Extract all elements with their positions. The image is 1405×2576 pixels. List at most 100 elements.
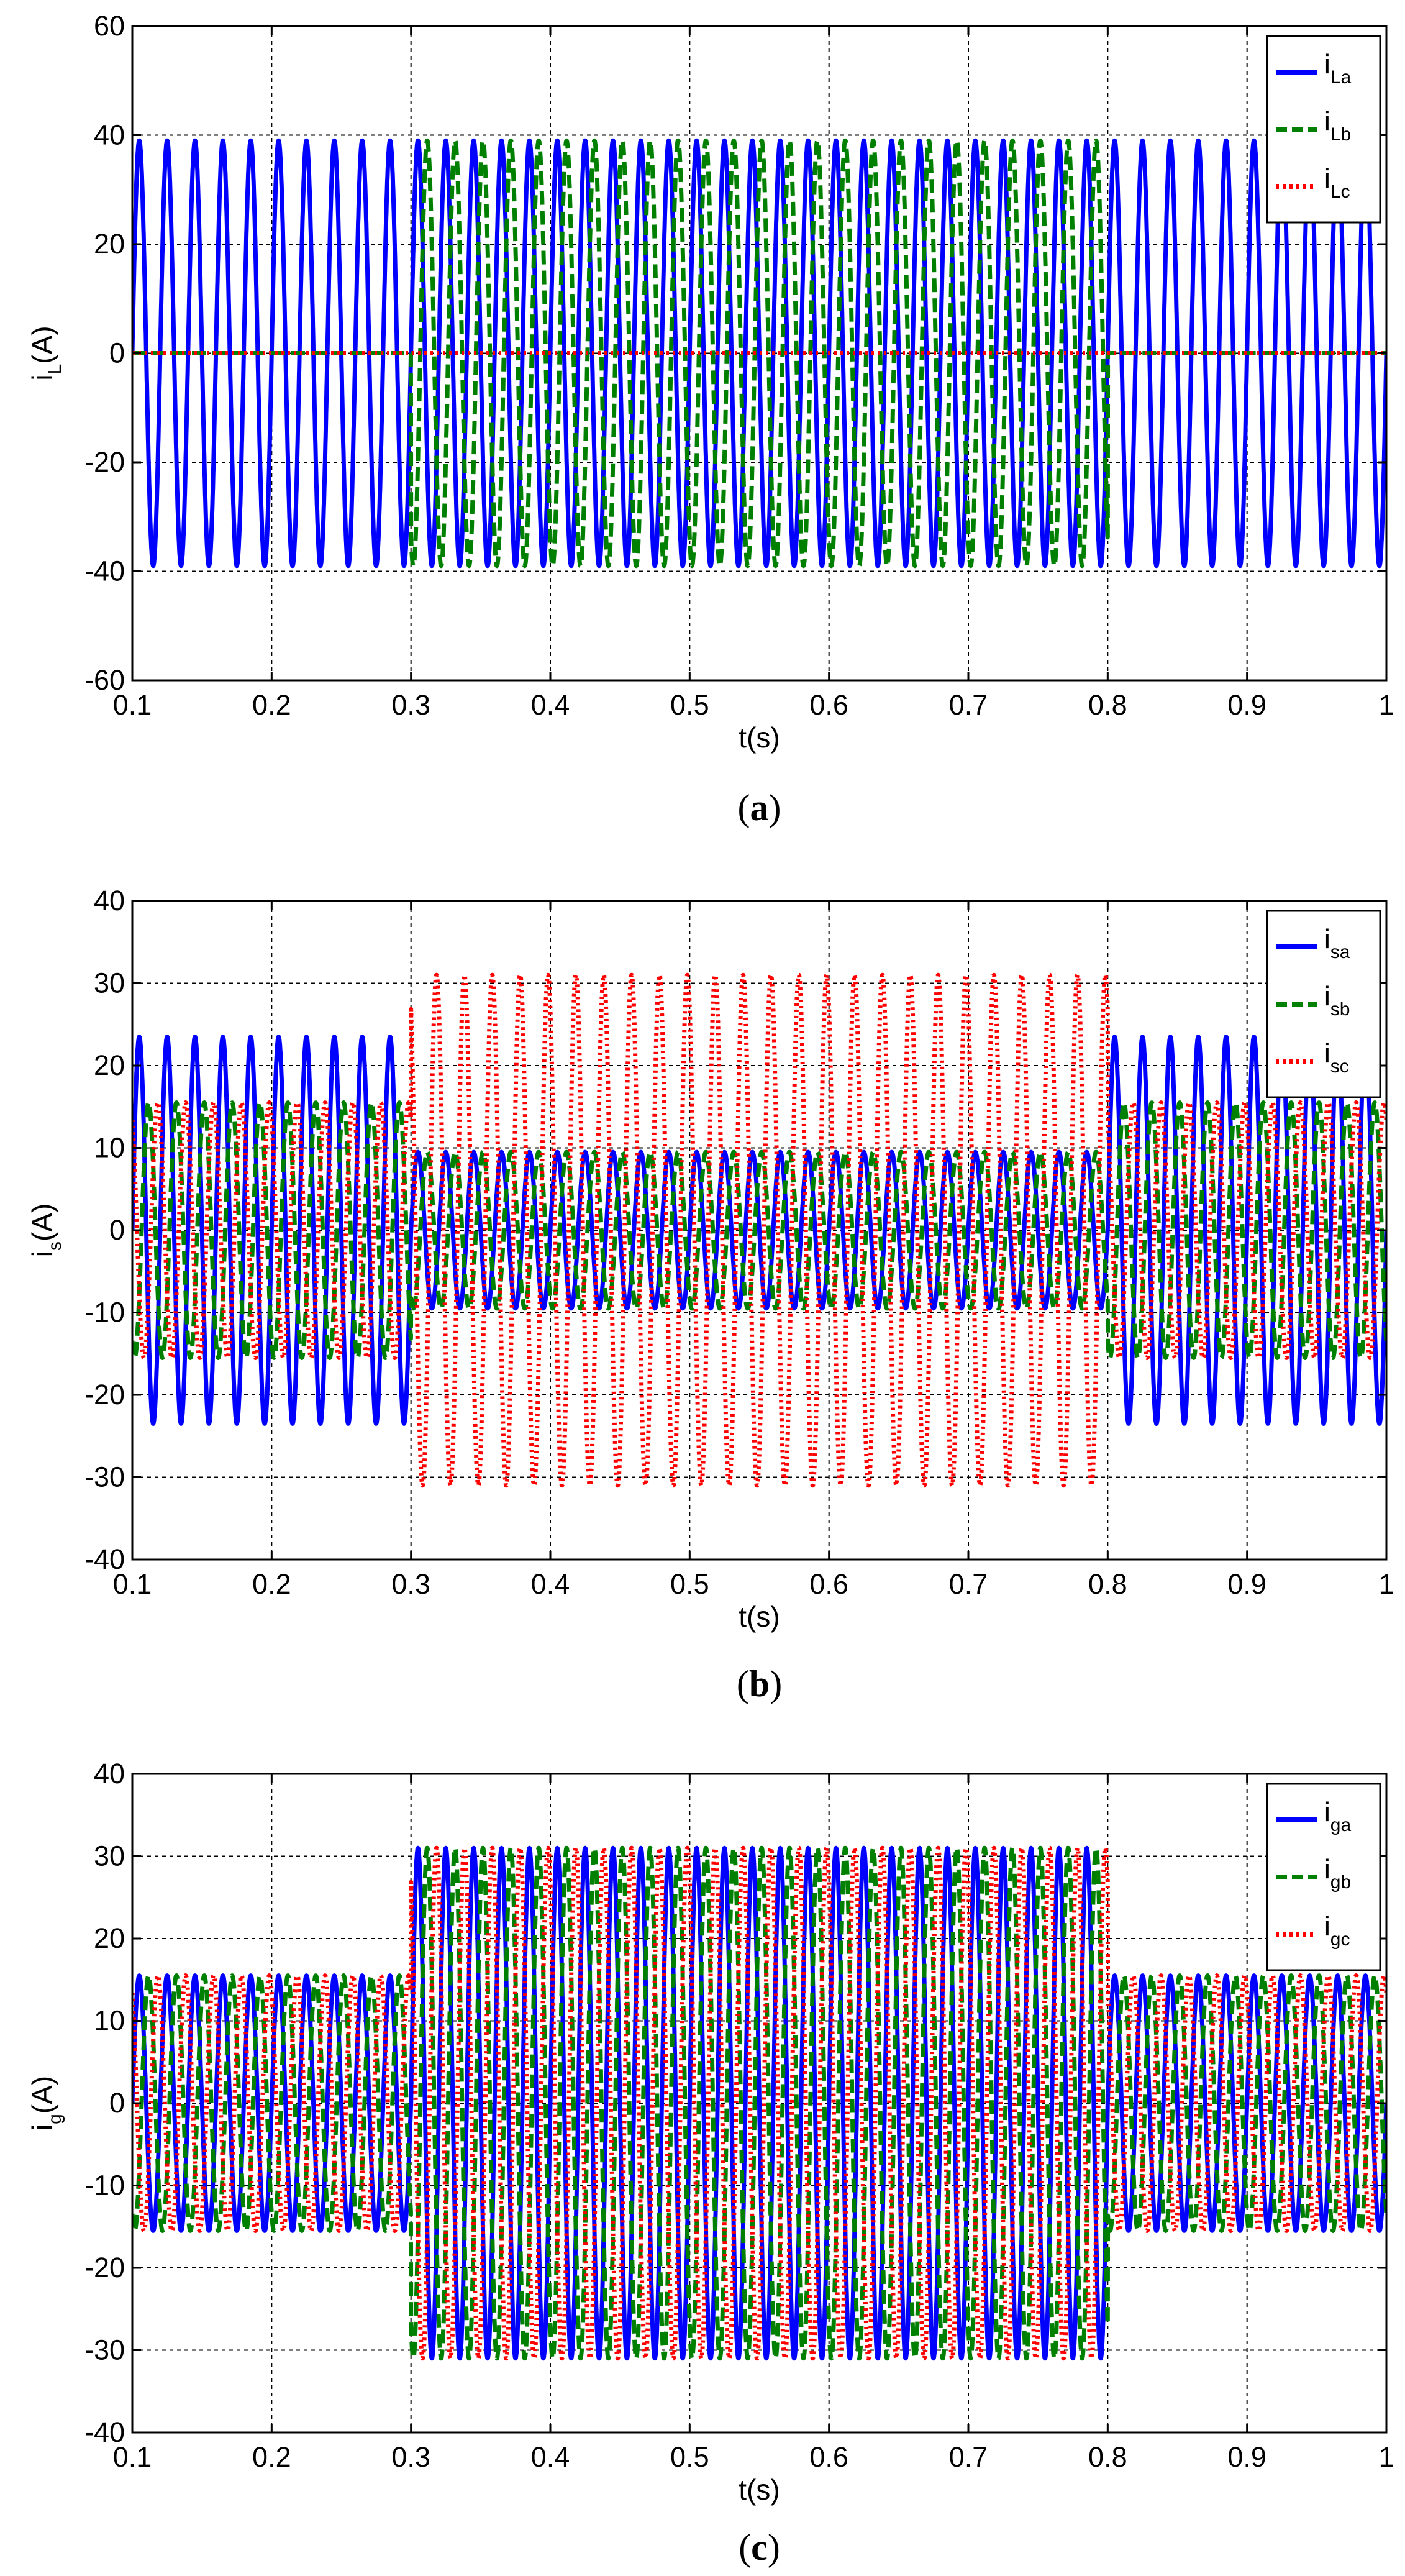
- series-line-i_ga: [132, 1845, 1386, 2361]
- x-tick-label: 0.9: [1227, 1568, 1266, 1600]
- legend-label-main: i: [1324, 49, 1330, 80]
- y-tick-label: 0: [109, 337, 125, 369]
- legend-label-main: i: [1324, 106, 1330, 137]
- y-axis-label-sub: s: [45, 1241, 65, 1251]
- y-tick-label: 0: [109, 2087, 125, 2119]
- x-tick-label: 0.1: [113, 2441, 152, 2473]
- legend-label-i_sa: isa: [1324, 924, 1350, 962]
- x-tick-label: 0.3: [391, 2441, 430, 2473]
- y-axis-label-sub: g: [45, 2114, 65, 2124]
- y-tick-label: 30: [94, 967, 125, 999]
- y-tick-label: -10: [84, 1297, 125, 1328]
- x-tick-label: 0.3: [391, 689, 430, 721]
- y-tick-label: 0: [109, 1214, 125, 1246]
- y-axis-label: is(A): [26, 1204, 65, 1258]
- series-line-i_gb: [132, 1845, 1386, 2361]
- y-tick-label: -40: [84, 555, 125, 587]
- legend-label-i_ga: iga: [1324, 1797, 1351, 1835]
- y-tick-label: 10: [94, 2005, 125, 2037]
- panel-caption: (c): [739, 2527, 780, 2568]
- legend-label-sub: gb: [1330, 1872, 1351, 1893]
- x-axis-label: t(s): [739, 1601, 780, 1633]
- y-tick-label: 10: [94, 1132, 125, 1164]
- x-tick-label: 0.1: [113, 689, 152, 721]
- y-axis-label: ig(A): [26, 2076, 65, 2131]
- chart-panel-a: 0.1 0.2 0.3 0.4 0.5 0.6 0.7 0.8 0.9 1 -60 -40 -20 0 20…: [26, 10, 1394, 828]
- legend-label-sub: La: [1330, 67, 1352, 88]
- legend-label-main: i: [1324, 1038, 1330, 1069]
- series-group: [132, 972, 1386, 1488]
- legend-label-i_gc: igc: [1324, 1911, 1350, 1950]
- y-tick-label: 40: [94, 119, 125, 151]
- y-tick-label: 40: [94, 1758, 125, 1789]
- panel-caption-letter: a: [750, 787, 769, 828]
- x-tick-label: 0.4: [531, 689, 570, 721]
- y-axis-label-unit: (A): [26, 2076, 58, 2114]
- legend-label-sub: sb: [1330, 999, 1350, 1020]
- legend-label-main: i: [1324, 1797, 1330, 1827]
- y-axis-label-unit: (A): [26, 326, 58, 363]
- x-tick-label: 0.3: [391, 1568, 430, 1600]
- legend-label-i_Lc: iLc: [1324, 163, 1350, 202]
- y-tick-label: -20: [84, 1379, 125, 1410]
- y-tick-label: 20: [94, 228, 125, 260]
- legend-label-main: i: [1324, 924, 1330, 954]
- x-tick-label: 1: [1378, 689, 1394, 721]
- panel-caption: (a): [738, 787, 781, 828]
- y-axis-label-sub: L: [45, 364, 65, 375]
- y-tick-label: -20: [84, 446, 125, 478]
- legend-label-i_gb: igb: [1324, 1854, 1351, 1893]
- x-tick-label: 0.9: [1227, 2441, 1266, 2473]
- x-tick-label: 0.8: [1088, 2441, 1127, 2473]
- x-tick-label: 0.7: [949, 2441, 988, 2473]
- x-tick-label: 0.5: [670, 2441, 709, 2473]
- legend-label-main: i: [1324, 981, 1330, 1012]
- y-axis-label-unit: (A): [26, 1204, 58, 1241]
- x-tick-label: 0.4: [531, 2441, 570, 2473]
- y-axis-label-main: i: [26, 2124, 58, 2131]
- x-tick-label: 0.7: [949, 1568, 988, 1600]
- legend-box: [1266, 910, 1381, 1098]
- y-tick-label: 60: [94, 10, 125, 42]
- x-tick-label: 0.6: [809, 689, 848, 721]
- chart-panel-b: 0.1 0.2 0.3 0.4 0.5 0.6 0.7 0.8 0.9 1 -40 -30 -20 -10…: [26, 885, 1394, 1704]
- legend-label-main: i: [1324, 1911, 1330, 1942]
- legend-label-sub: Lb: [1330, 124, 1351, 145]
- panel-caption: (b): [737, 1663, 782, 1704]
- legend-label-sub: ga: [1330, 1815, 1352, 1835]
- legend-label-sub: Lc: [1330, 181, 1350, 202]
- legend-label-i_Lb: iLb: [1324, 106, 1351, 145]
- series-group: [132, 138, 1386, 569]
- series-line-i_sc: [132, 972, 1386, 1488]
- legend-label-main: i: [1324, 163, 1330, 194]
- y-tick-label: -30: [84, 1461, 125, 1493]
- legend-label-sub: gc: [1330, 1929, 1350, 1950]
- legend-label-sub: sa: [1330, 942, 1350, 962]
- y-tick-label: 20: [94, 1922, 125, 1954]
- panel-caption-letter: b: [749, 1663, 770, 1704]
- y-tick-label: -60: [84, 664, 125, 696]
- x-axis-label: t(s): [739, 2473, 780, 2506]
- y-tick-label: -30: [84, 2334, 125, 2366]
- y-axis-label-main: i: [26, 1251, 58, 1257]
- x-tick-label: 0.2: [252, 2441, 291, 2473]
- x-axis-label: t(s): [739, 721, 780, 754]
- y-tick-label: -40: [84, 2416, 125, 2448]
- x-tick-label: 0.8: [1088, 689, 1127, 721]
- x-tick-label: 0.4: [531, 1568, 570, 1600]
- x-tick-label: 1: [1378, 2441, 1394, 2473]
- legend-label-i_sb: isb: [1324, 981, 1350, 1020]
- x-tick-label: 0.8: [1088, 1568, 1127, 1600]
- y-axis-label-main: i: [26, 374, 58, 380]
- legend-label-main: i: [1324, 1854, 1330, 1884]
- y-tick-label: -10: [84, 2170, 125, 2201]
- x-tick-label: 0.1: [113, 1568, 152, 1600]
- y-tick-label: 40: [94, 885, 125, 916]
- panel-caption-letter: c: [751, 2527, 768, 2568]
- y-tick-label: 30: [94, 1840, 125, 1872]
- legend-label-i_La: iLa: [1324, 49, 1351, 88]
